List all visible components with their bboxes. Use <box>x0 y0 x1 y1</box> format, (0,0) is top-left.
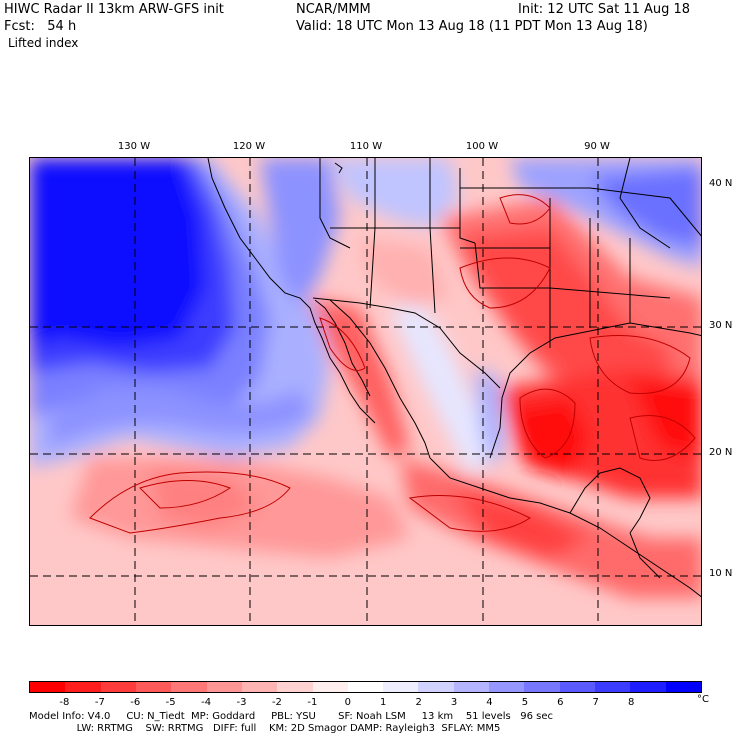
model-info-line1: Model Info: V4.0 CU: N_Tiedt MP: Goddard… <box>29 711 554 722</box>
model-title: HIWC Radar II 13km ARW-GFS init <box>4 2 224 17</box>
colorbar-tick-label: 6 <box>557 697 564 708</box>
colorbar-tick-label: -4 <box>201 697 212 708</box>
colorbar-segment <box>665 682 701 692</box>
colorbar-segment <box>453 682 490 692</box>
valid-time: Valid: 18 UTC Mon 13 Aug 18 (11 PDT Mon … <box>296 19 648 34</box>
colorbar-segment <box>418 682 454 692</box>
colorbar-segment <box>524 682 560 692</box>
colorbar-tick-label: 1 <box>380 697 387 708</box>
colorbar-segment <box>206 682 242 692</box>
colorbar-tick-label: -3 <box>236 697 247 708</box>
colorbar-tick-label: -7 <box>94 697 105 708</box>
colorbar-tick-label: 5 <box>521 697 529 708</box>
colorbar-tick-label: 0 <box>344 697 351 708</box>
colorbar-segment <box>30 682 66 692</box>
model-info-line2: LW: RRTMG SW: RRTMG DIFF: full KM: 2D Sm… <box>29 723 501 734</box>
lon-label-130w: 130 W <box>117 141 151 152</box>
colorbar-segment <box>312 682 348 692</box>
colorbar-unit: °C <box>697 694 709 705</box>
colorbar-tick-label: -6 <box>130 697 141 708</box>
colorbar-segment <box>241 682 278 692</box>
colorbar-tick-label: -2 <box>271 697 282 708</box>
lat-lon-grid <box>30 158 701 625</box>
colorbar-segment <box>595 682 631 692</box>
institution-label: NCAR/MMM <box>296 2 371 17</box>
lifted-index-field <box>30 158 701 598</box>
lifted-index-colorbar <box>29 681 702 693</box>
lon-label-120w: 120 W <box>232 141 266 152</box>
colorbar-segment <box>347 682 384 692</box>
colorbar-tick-label: 7 <box>592 697 599 708</box>
colorbar-segment <box>383 682 419 692</box>
lon-label-100w: 100 W <box>465 141 499 152</box>
colorbar-segment <box>559 682 595 692</box>
colorbar-segment <box>65 682 101 692</box>
colorbar-tick-label: -8 <box>59 697 70 708</box>
coastlines-borders <box>207 158 701 598</box>
colorbar-tick-label: 3 <box>450 697 458 708</box>
lon-label-90w: 90 W <box>584 141 610 152</box>
map-canvas <box>30 158 701 625</box>
colorbar-segment <box>100 682 136 692</box>
lon-label-110w: 110 W <box>349 141 383 152</box>
colorbar-tick-label: 4 <box>486 697 493 708</box>
lat-label-30n: 30 N <box>709 320 733 331</box>
forecast-hour: Fcst: 54 h <box>4 19 77 34</box>
colorbar-tick-label: 8 <box>627 697 635 708</box>
colorbar-segment <box>630 682 666 692</box>
lat-label-40n: 40 N <box>709 178 733 189</box>
field-name: Lifted index <box>8 36 79 50</box>
colorbar-tick-label: 2 <box>415 697 422 708</box>
lat-label-20n: 20 N <box>709 447 733 458</box>
colorbar-segment <box>135 682 172 692</box>
colorbar-tick-label: -1 <box>307 697 318 708</box>
colorbar-tick-label: -5 <box>165 697 176 708</box>
init-time: Init: 12 UTC Sat 11 Aug 18 <box>518 2 691 17</box>
colorbar-segment <box>489 682 525 692</box>
lifted-index-contours <box>89 194 696 534</box>
colorbar-segment <box>171 682 207 692</box>
colorbar-segment <box>277 682 313 692</box>
lat-label-10n: 10 N <box>709 568 733 579</box>
lifted-index-map <box>29 157 702 626</box>
